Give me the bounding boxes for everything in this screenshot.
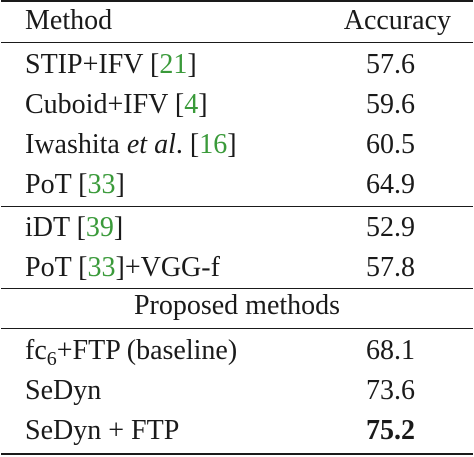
citation-link: 33	[87, 169, 116, 200]
table-row: PoT [33]+VGG-f 57.8	[1, 248, 473, 288]
accuracy-cell: 59.6	[366, 89, 415, 120]
method-cell: SeDyn + FTP	[25, 415, 180, 446]
method-cell: PoT [33]	[25, 169, 125, 200]
header-row: Method Accuracy	[1, 1, 473, 41]
header-rule	[1, 42, 473, 43]
accuracy-cell: 60.5	[366, 129, 415, 160]
table-row: SeDyn + FTP 75.2	[1, 411, 473, 451]
accuracy-cell: 73.6	[366, 375, 415, 406]
group-rule	[1, 206, 473, 207]
method-header: Method	[25, 5, 113, 36]
section-label: Proposed methods	[133, 290, 341, 321]
table-row: Cuboid+IFV [4] 59.6	[1, 85, 473, 125]
table-row: SeDyn 73.6	[1, 371, 473, 411]
top-rule	[1, 0, 473, 2]
method-cell: Cuboid+IFV [4]	[25, 89, 208, 120]
accuracy-cell: 57.6	[366, 49, 415, 80]
method-cell: SeDyn	[25, 375, 102, 406]
citation-link: 4	[184, 89, 199, 120]
accuracy-cell: 52.9	[366, 212, 415, 243]
citation-link: 16	[199, 129, 228, 160]
citation-link: 33	[87, 252, 116, 283]
table-row: STIP+IFV [21] 57.6	[1, 45, 473, 85]
accuracy-cell: 68.1	[366, 335, 415, 366]
bottom-rule	[1, 453, 473, 455]
accuracy-header: Accuracy	[343, 5, 451, 36]
table-row: iDT [39] 52.9	[1, 208, 473, 248]
accuracy-cell: 57.8	[366, 252, 415, 283]
accuracy-cell: 64.9	[366, 169, 415, 200]
table-row: fc6+FTP (baseline) 68.1	[1, 331, 473, 371]
method-cell: iDT [39]	[25, 212, 124, 243]
table-row: PoT [33] 64.9	[1, 165, 473, 205]
section-rule	[1, 328, 473, 329]
method-cell: Iwashita et al. [16]	[25, 129, 237, 160]
citation-link: 21	[159, 49, 188, 80]
best-accuracy-cell: 75.2	[366, 415, 415, 446]
group-rule	[1, 288, 473, 289]
table-row: Iwashita et al. [16] 60.5	[1, 125, 473, 165]
method-cell: fc6+FTP (baseline)	[25, 335, 238, 370]
citation-link: 39	[85, 212, 114, 243]
method-cell: PoT [33]+VGG-f	[25, 252, 220, 283]
method-cell: STIP+IFV [21]	[25, 49, 197, 80]
